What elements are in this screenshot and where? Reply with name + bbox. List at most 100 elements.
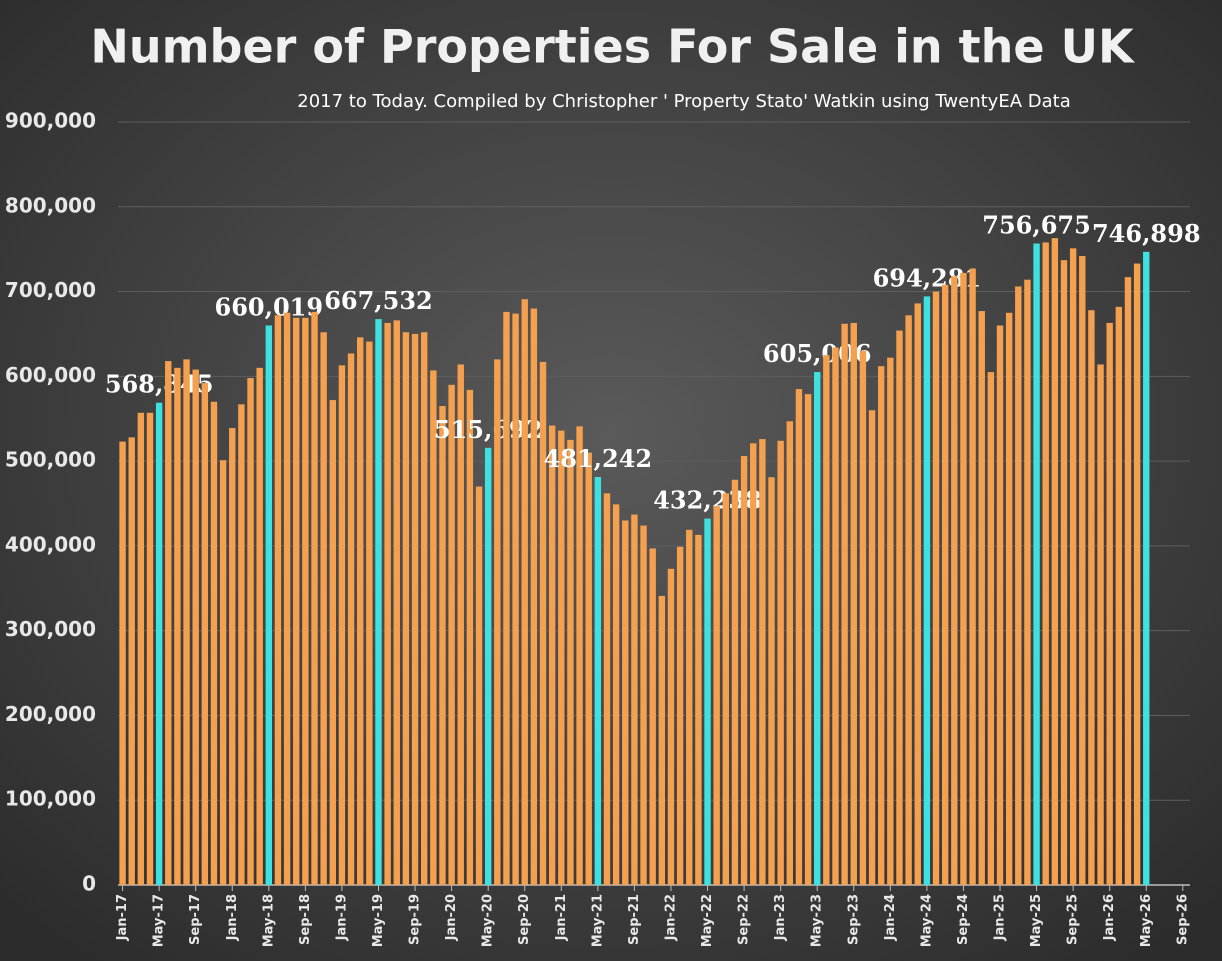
bar: [1133, 263, 1141, 886]
bar: [411, 333, 419, 885]
bar: [466, 389, 474, 885]
bar: [183, 359, 190, 885]
x-tick-label: May-20: [481, 894, 496, 947]
x-tick-label: Sep-24: [956, 894, 971, 945]
bar: [960, 272, 967, 886]
bar: [1106, 322, 1113, 885]
bar: [768, 477, 775, 885]
x-tick-label: Sep-25: [1066, 894, 1081, 945]
y-tick-label: 100,000: [5, 787, 96, 811]
bar: [713, 506, 720, 885]
bar: [366, 341, 373, 885]
bar: [941, 284, 949, 886]
x-tick-label: Sep-20: [517, 894, 532, 945]
y-tick-label: 600,000: [5, 363, 96, 387]
x-tick-label: Jan-23: [773, 894, 788, 941]
bar: [1097, 364, 1104, 885]
bar: [1124, 277, 1132, 886]
bar: [174, 367, 181, 885]
bar: [146, 412, 154, 885]
bar: [978, 311, 985, 885]
bar: [585, 452, 592, 885]
y-tick-label: 800,000: [5, 193, 96, 217]
bar: [695, 534, 702, 885]
bar: [1143, 251, 1150, 885]
bar: [420, 332, 428, 885]
bar: [722, 493, 730, 885]
bar: [530, 308, 538, 885]
x-tick-label: May-21: [590, 894, 605, 947]
bar: [823, 355, 830, 885]
x-tick-label: Jan-25: [993, 894, 1008, 941]
bar: [201, 383, 209, 885]
bar: [923, 296, 931, 885]
bar: [256, 367, 263, 885]
x-tick-label: Jan-19: [334, 894, 349, 941]
bar: [567, 439, 574, 885]
bar: [311, 311, 318, 885]
bar: [475, 486, 483, 885]
bar: [850, 322, 857, 885]
bar: [704, 518, 711, 885]
bar: [576, 426, 583, 885]
y-tick-label: 0: [82, 872, 96, 896]
data-label: 756,675: [982, 211, 1091, 240]
bar: [393, 320, 400, 885]
bar: [658, 595, 666, 885]
bar: [1079, 255, 1086, 886]
bar: [896, 330, 903, 885]
x-tick-label: Jan-22: [663, 894, 678, 941]
x-tick-label: Jan-21: [554, 894, 569, 941]
bar: [786, 421, 793, 885]
x-tick-label: May-23: [810, 894, 825, 947]
x-tick-label: Sep-26: [1175, 894, 1190, 945]
bar: [457, 364, 464, 885]
bar: [503, 311, 510, 885]
x-tick-label: May-19: [371, 894, 386, 947]
x-tick-label: Sep-21: [627, 894, 642, 945]
data-label: 481,242: [544, 444, 653, 473]
y-tick-label: 500,000: [5, 448, 96, 472]
bar: [804, 394, 812, 885]
bar: [731, 479, 739, 885]
bar: [1115, 306, 1123, 885]
x-tick-label: Jan-20: [444, 894, 459, 941]
bar: [1051, 238, 1059, 885]
y-tick-label: 200,000: [5, 702, 96, 726]
x-tick-label: May-18: [261, 894, 276, 947]
bar: [293, 317, 300, 885]
bar: [631, 514, 638, 885]
bar: [603, 493, 611, 885]
bar: [914, 303, 921, 885]
bar: [210, 401, 218, 885]
bar: [795, 389, 803, 885]
x-tick-label: May-22: [700, 894, 715, 947]
bar: [302, 317, 309, 885]
y-tick-label: 900,000: [5, 109, 96, 133]
bar: [932, 291, 940, 885]
bar: [347, 353, 355, 885]
bar: [558, 430, 565, 885]
bar: [640, 525, 647, 885]
bar: [832, 347, 839, 885]
bar: [384, 322, 391, 885]
bar: [612, 504, 620, 885]
bar: [448, 384, 455, 885]
bar: [283, 312, 291, 885]
chart-title: Number of Properties For Sale in the UK: [90, 20, 1136, 74]
chart-subtitle: 2017 to Today. Compiled by Christopher '…: [297, 91, 1070, 112]
bar: [229, 428, 236, 885]
bar: [521, 299, 528, 885]
bar: [165, 361, 172, 885]
data-label: 660,019: [215, 292, 324, 321]
data-label: 746,898: [1092, 219, 1201, 248]
bar: [1088, 310, 1095, 885]
bar: [987, 372, 995, 885]
bar: [814, 372, 821, 885]
bar: [777, 440, 784, 885]
bar: [155, 402, 163, 885]
bar: [841, 323, 848, 885]
x-tick-label: Sep-19: [408, 894, 423, 945]
bar: [676, 546, 684, 885]
